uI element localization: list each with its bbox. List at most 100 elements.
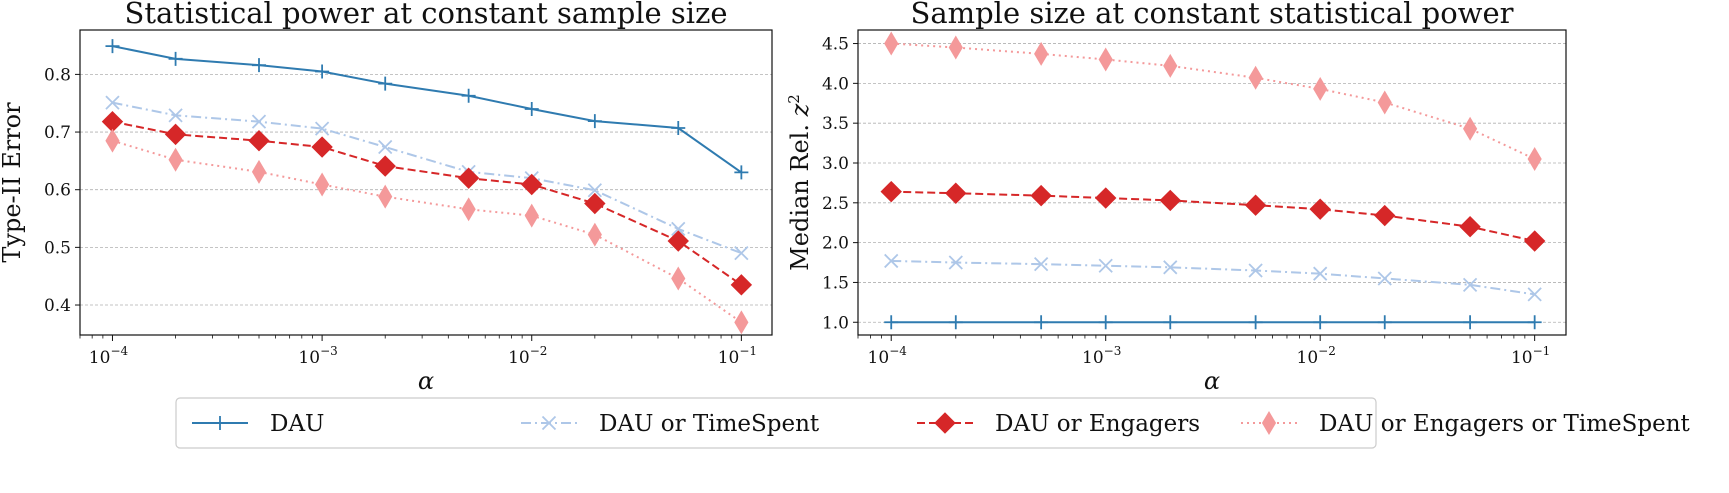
series-2 xyxy=(884,253,1542,302)
data-point xyxy=(671,221,686,237)
data-point xyxy=(1463,315,1478,330)
y-tick-label: 1.0 xyxy=(822,313,849,333)
legend-label: DAU or Engagers xyxy=(995,411,1200,437)
data-point xyxy=(1377,315,1392,330)
series-1 xyxy=(884,315,1542,330)
data-point xyxy=(1462,277,1478,292)
y-tick-label: 3.5 xyxy=(822,114,849,134)
y-tick-label: 0.6 xyxy=(44,181,71,201)
y-tick-label: 3.0 xyxy=(822,154,849,174)
data-point xyxy=(251,159,267,184)
y-tick-label: 4.0 xyxy=(822,74,849,94)
series-4 xyxy=(105,128,749,335)
data-point xyxy=(734,245,749,261)
data-point xyxy=(1377,271,1392,286)
legend-box xyxy=(175,397,1377,449)
data-point xyxy=(948,35,963,60)
data-point xyxy=(1163,260,1178,275)
legend-marker xyxy=(934,412,956,434)
data-point xyxy=(1459,215,1481,238)
data-point xyxy=(315,64,330,79)
data-point xyxy=(164,123,187,146)
data-point xyxy=(1527,287,1542,302)
data-point xyxy=(1377,90,1392,115)
data-point xyxy=(671,121,686,136)
data-point xyxy=(1030,184,1052,207)
data-point xyxy=(1527,147,1542,171)
x-tick-label: 10−1 xyxy=(718,344,757,368)
y-tick-label: 4.5 xyxy=(822,35,849,55)
data-point xyxy=(461,88,476,103)
data-point xyxy=(1248,315,1263,330)
data-point xyxy=(524,101,539,116)
data-point xyxy=(168,147,183,172)
y-tick-label: 1.5 xyxy=(822,273,849,293)
data-point xyxy=(948,255,963,270)
data-point xyxy=(1034,41,1049,66)
series-3 xyxy=(880,180,1546,252)
data-point xyxy=(1374,204,1396,227)
x-tick-label: 10−2 xyxy=(1297,344,1336,368)
y-tick-label: 0.5 xyxy=(44,238,71,258)
data-point xyxy=(105,95,120,110)
y-tick-label: 0.8 xyxy=(44,65,71,85)
series-line xyxy=(891,42,1536,160)
series-line xyxy=(891,190,1535,243)
data-point xyxy=(168,51,183,66)
x-axis-label: α xyxy=(1204,367,1220,395)
data-point xyxy=(1523,230,1546,252)
data-point xyxy=(251,58,266,73)
x-tick-label: 10−1 xyxy=(1511,344,1550,368)
axes-frame xyxy=(79,29,773,336)
legend-label: DAU or Engagers or TimeSpent xyxy=(1319,411,1691,437)
series-line xyxy=(112,101,742,255)
series-line xyxy=(112,45,742,174)
data-point xyxy=(168,108,183,123)
x-tick-label: 10−3 xyxy=(1082,344,1121,368)
data-point xyxy=(378,76,393,91)
data-point xyxy=(734,310,749,335)
data-point xyxy=(461,197,476,222)
x-tick-label: 10−2 xyxy=(508,344,547,368)
data-point xyxy=(1313,315,1328,330)
legend-marker xyxy=(541,415,557,431)
data-point xyxy=(587,183,602,198)
legend-marker xyxy=(213,416,227,430)
data-point xyxy=(1248,263,1263,278)
data-point xyxy=(734,165,749,180)
series-4 xyxy=(884,31,1542,171)
data-point xyxy=(1313,76,1328,101)
data-point xyxy=(945,182,967,204)
x-tick-label: 10−4 xyxy=(89,344,129,368)
data-point xyxy=(378,184,393,209)
y-axis-label: Median Rel. z2 xyxy=(785,94,814,271)
data-point xyxy=(1098,258,1113,273)
data-point xyxy=(587,222,602,247)
data-point xyxy=(1098,47,1113,72)
data-point xyxy=(524,203,539,228)
data-point xyxy=(105,39,120,54)
series-1 xyxy=(105,39,749,180)
y-tick-label: 2.5 xyxy=(822,194,849,214)
data-point xyxy=(1463,116,1478,141)
chart-panel-2: 1.0 1.5 2.0 2.5 3.0 3.5 4.0 4.5 10−4 10−3 10−2 10−1… xyxy=(785,0,1567,395)
data-point xyxy=(1159,189,1181,212)
data-point xyxy=(884,31,899,56)
legend-entry: DAU or Engagers xyxy=(917,411,1200,437)
series-2 xyxy=(105,95,749,261)
legend-marker xyxy=(1261,411,1277,435)
x-tick-label: 10−3 xyxy=(298,344,337,368)
data-point xyxy=(1244,194,1267,216)
data-point xyxy=(251,114,267,129)
data-point xyxy=(248,129,270,152)
data-point xyxy=(884,315,899,330)
chart-panel-1: 0.4 0.5 0.6 0.7 0.8 10−4 10−3 10−2 10−1 Statistic… xyxy=(0,0,773,395)
data-point xyxy=(1527,315,1542,330)
chart-title: Sample size at constant statistical powe… xyxy=(910,0,1513,30)
legend-entry: DAU xyxy=(192,411,324,437)
data-point xyxy=(374,155,396,177)
data-point xyxy=(667,230,689,252)
y-tick-label: 0.4 xyxy=(44,296,71,316)
series-line xyxy=(891,259,1535,296)
